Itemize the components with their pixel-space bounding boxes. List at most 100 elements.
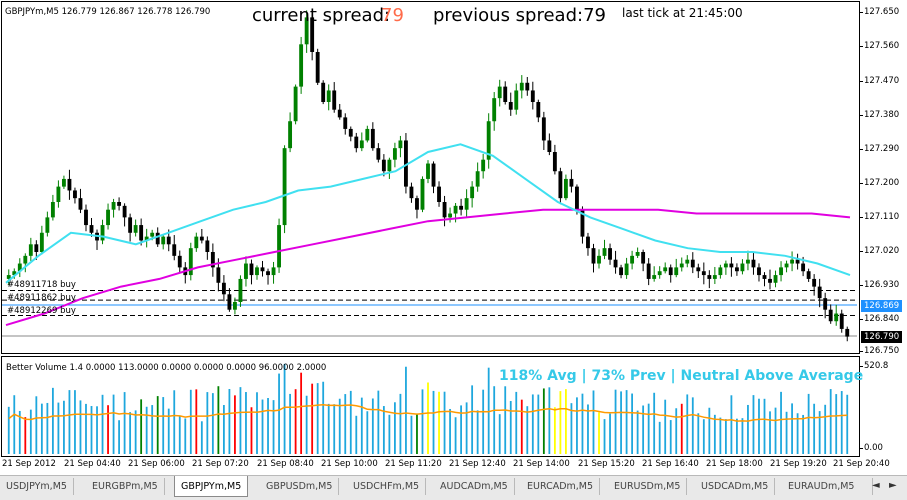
volume-axis-bottom: 0.00 — [860, 443, 883, 453]
volume-bar — [697, 413, 700, 454]
candle-body — [255, 267, 259, 276]
candle-body — [39, 232, 44, 252]
volume-bar — [211, 393, 214, 454]
volume-bar — [482, 389, 485, 454]
candle-body — [845, 328, 850, 337]
candle-body — [310, 17, 315, 53]
candle-body — [205, 240, 210, 252]
tab-usdjpym[interactable]: USDJPYm,M5 — [0, 478, 74, 495]
volume-bar — [178, 415, 181, 454]
candle-body — [459, 205, 464, 210]
volume-bar — [57, 402, 60, 454]
time-label: 21 Sep 14:00 — [513, 459, 570, 469]
volume-bar — [515, 391, 518, 454]
previous-spread: previous spread:79 — [433, 5, 606, 26]
candle-body — [547, 140, 552, 152]
volume-bar — [7, 406, 10, 454]
volume-bar — [846, 394, 849, 454]
candle-body — [266, 271, 270, 276]
candle-body — [757, 267, 761, 276]
tab-gbpusdm[interactable]: GBPUSDm,M5 — [260, 478, 340, 495]
volume-bar — [366, 411, 369, 454]
volume-bar — [360, 397, 363, 454]
candle-body — [552, 152, 557, 172]
tab-usdcadm[interactable]: USDCADm,M5 — [695, 478, 776, 495]
volume-bar — [278, 373, 280, 454]
candle-body — [139, 225, 144, 241]
candle-body — [354, 136, 359, 149]
candle-body — [768, 278, 772, 283]
candle-body — [177, 255, 182, 268]
candle-body — [569, 178, 574, 187]
candle-body — [299, 44, 304, 87]
volume-bar — [686, 394, 689, 454]
candle-body — [795, 259, 800, 264]
volume-indicator-panel[interactable] — [1, 356, 860, 457]
volume-bar — [382, 406, 385, 454]
volume-bar — [162, 397, 165, 454]
ask-price-box: 126.869 — [861, 300, 903, 312]
volume-bar — [719, 417, 722, 454]
candle-body — [199, 236, 204, 241]
candle-body — [514, 90, 519, 110]
tab-usdchfm[interactable]: USDCHFm,M5 — [347, 478, 427, 495]
candle-body — [381, 159, 386, 172]
volume-bar — [300, 372, 303, 454]
price-axis[interactable]: 127.650 127.560 127.470 127.380 127.290 … — [859, 1, 907, 456]
price-tick: 127.200 — [859, 178, 900, 188]
tab-eurcadm[interactable]: EURCADm,M5 — [521, 478, 601, 495]
volume-bar — [151, 405, 154, 454]
candle-body — [244, 263, 248, 279]
price-tick: 126.930 — [859, 280, 900, 290]
volume-bar — [559, 391, 562, 454]
candle-body — [497, 86, 502, 99]
candle-body — [216, 267, 221, 283]
volume-bar — [576, 397, 578, 454]
candle-body — [100, 225, 105, 241]
candle-body — [734, 267, 739, 272]
candle-body — [12, 271, 17, 276]
scroll-right-icon[interactable]: ► — [889, 480, 897, 491]
price-chart-panel[interactable] — [1, 1, 860, 354]
volume-average-line — [8, 404, 848, 422]
volume-bar — [603, 419, 606, 454]
volume-bar — [581, 393, 584, 454]
time-label: 21 Sep 19:20 — [770, 459, 827, 469]
order-label[interactable]: #48911862 buy — [7, 293, 76, 303]
volume-bar — [449, 408, 451, 454]
tab-eurgbpm[interactable]: EURGBPm,M5 — [86, 478, 165, 495]
volume-axis-top: 520.8 — [859, 361, 889, 371]
candle-body — [762, 275, 767, 279]
volume-bar — [802, 414, 805, 454]
tab-gbpjpym[interactable]: GBPJPYm,M5 — [174, 476, 249, 497]
volume-bar — [625, 390, 628, 454]
tab-euraudm[interactable]: EURAUDm,M5 — [782, 478, 873, 495]
candle-body — [122, 205, 127, 218]
scroll-left-icon[interactable]: ◄ — [872, 480, 880, 491]
candle-body — [84, 209, 88, 226]
order-label[interactable]: #48912269 buy — [7, 306, 76, 316]
candle-body — [773, 275, 778, 283]
volume-bar — [664, 399, 667, 454]
candle-body — [431, 163, 436, 187]
order-label[interactable]: #48911718 buy — [7, 280, 76, 290]
tab-audcadm[interactable]: AUDCADm,M5 — [434, 478, 515, 495]
volume-bar — [460, 405, 462, 454]
time-axis[interactable]: 21 Sep 2012 21 Sep 04:40 21 Sep 06:00 21… — [1, 456, 890, 474]
volume-bar — [565, 389, 567, 454]
candle-body — [392, 148, 397, 160]
volume-bar — [730, 395, 733, 454]
volume-bar — [504, 386, 507, 454]
volume-bar — [261, 399, 264, 454]
candle-body — [641, 252, 646, 264]
candle-body — [155, 232, 160, 245]
volume-bar — [487, 367, 490, 454]
candle-body — [398, 140, 403, 149]
candle-body — [409, 186, 414, 199]
volume-bar — [531, 394, 534, 454]
tab-eurusdm[interactable]: EURUSDm,M5 — [608, 478, 688, 495]
candle-body — [326, 90, 331, 102]
volume-bar — [234, 395, 236, 454]
volume-bar — [349, 390, 352, 454]
candle-body — [668, 267, 673, 276]
